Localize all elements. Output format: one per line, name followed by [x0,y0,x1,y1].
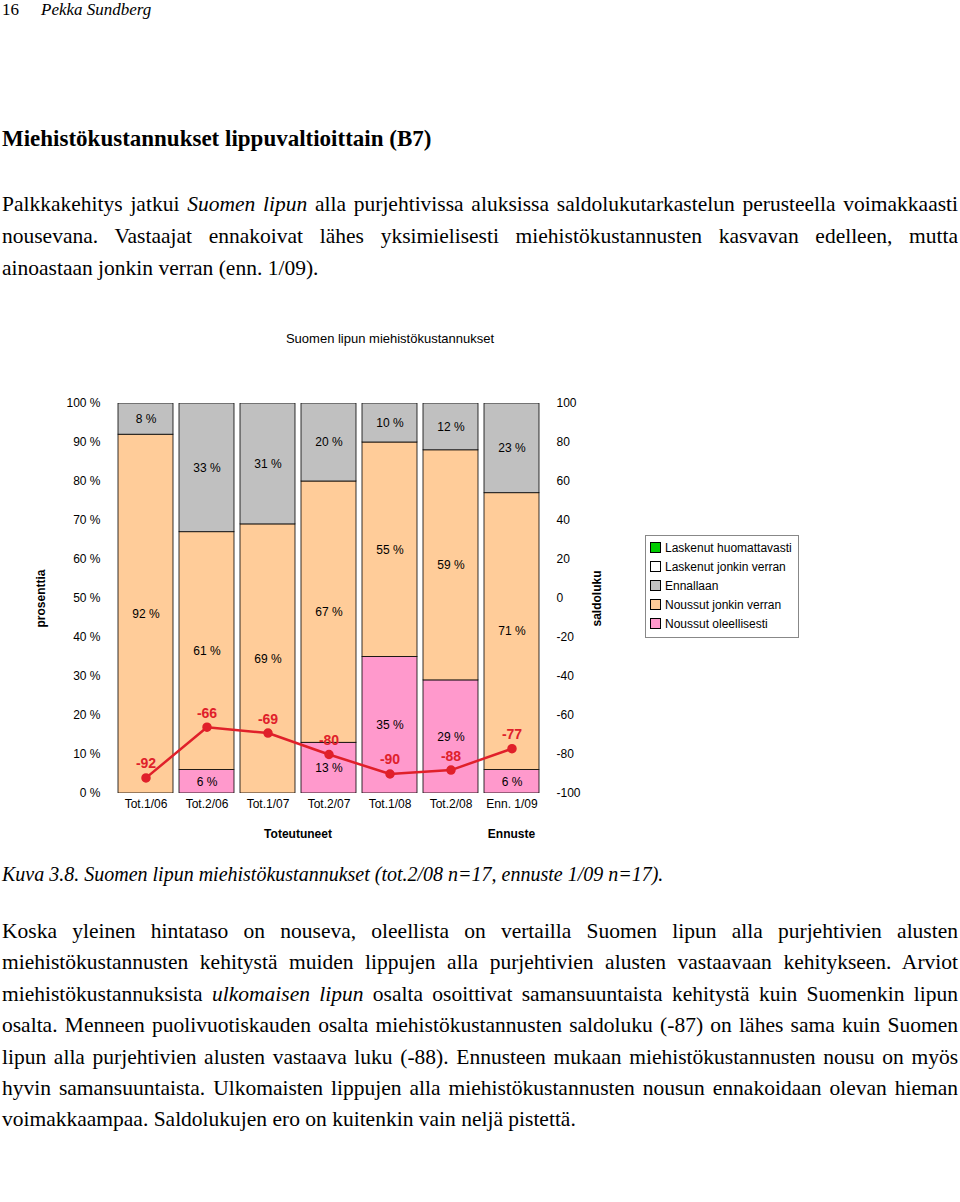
svg-text:40: 40 [557,513,571,527]
svg-text:100 %: 100 % [66,396,100,410]
html-text:Koska yleinen hintataso on nou: Koska yleinen hintataso on nouseva, olee… [2,919,958,1132]
html-text:16: 16 [2,0,19,19]
svg-text:59 %: 59 % [437,558,465,572]
svg-text:-20: -20 [557,630,575,644]
svg-text:-88: -88 [441,748,461,764]
svg-text:80 %: 80 % [73,474,101,488]
html-text:Laskenut jonkin verran: Laskenut jonkin verran [665,560,786,574]
svg-text:67 %: 67 % [315,605,343,619]
svg-text:-69: -69 [258,711,278,727]
svg-text:60: 60 [557,474,571,488]
svg-text:0 %: 0 % [80,786,101,800]
svg-text:Enn. 1/09: Enn. 1/09 [486,797,538,811]
svg-text:-100: -100 [557,786,581,800]
html-text:Noussut jonkin verran: Noussut jonkin verran [665,598,782,612]
svg-text:92 %: 92 % [132,607,160,621]
svg-text:13 %: 13 % [315,761,343,775]
svg-text:20 %: 20 % [73,708,101,722]
svg-text:80: 80 [557,435,571,449]
svg-text:69 %: 69 % [254,652,282,666]
html-text:Suomen lipun miehistökustannuk: Suomen lipun miehistökustannukset [285,331,495,346]
svg-text:70 %: 70 % [73,513,101,527]
svg-text:prosenttia: prosenttia [34,569,48,627]
svg-text:90 %: 90 % [73,435,101,449]
html-text:Palkkakehitys jatkui Suomen li: Palkkakehitys jatkui Suomen lipun alla p… [2,192,958,280]
svg-text:6 %: 6 % [502,775,523,789]
html-text:Toteutuneet: Toteutuneet [264,827,332,841]
svg-text:40 %: 40 % [73,630,101,644]
svg-text:-40: -40 [557,669,575,683]
svg-text:-77: -77 [502,726,522,742]
svg-text:33 %: 33 % [193,461,221,475]
svg-text:Tot.1/08: Tot.1/08 [369,797,412,811]
html-text:Ennallaan: Ennallaan [665,579,719,593]
html-text:Noussut oleellisesti: Noussut oleellisesti [665,617,768,631]
svg-text:30 %: 30 % [73,669,101,683]
svg-text:-92: -92 [136,755,156,771]
html-text:Pekka Sundberg: Pekka Sundberg [41,0,152,19]
html-text:Ennuste: Ennuste [487,827,536,841]
svg-text:20 %: 20 % [315,435,343,449]
svg-text:Tot.2/08: Tot.2/08 [430,797,473,811]
svg-text:8 %: 8 % [136,412,157,426]
svg-text:-90: -90 [380,751,400,767]
svg-text:0: 0 [557,591,564,605]
svg-text:saldoluku: saldoluku [590,570,604,626]
svg-text:20: 20 [557,552,571,566]
svg-text:29 %: 29 % [437,730,465,744]
svg-text:61 %: 61 % [193,644,221,658]
svg-text:50 %: 50 % [73,591,101,605]
html-text:Laskenut huomattavasti: Laskenut huomattavasti [665,541,792,555]
svg-text:10 %: 10 % [376,416,404,430]
svg-text:Tot.1/06: Tot.1/06 [125,797,168,811]
svg-text:-66: -66 [197,705,217,721]
svg-text:100: 100 [557,396,577,410]
svg-text:-80: -80 [319,732,339,748]
svg-text:31 %: 31 % [254,457,282,471]
html-text:Miehistökustannukset lippuvalt: Miehistökustannukset lippuvaltioittain (… [2,126,432,151]
svg-text:Tot.2/06: Tot.2/06 [186,797,229,811]
svg-text:35 %: 35 % [376,718,404,732]
svg-text:-60: -60 [557,708,575,722]
svg-text:10 %: 10 % [73,747,101,761]
svg-text:-80: -80 [557,747,575,761]
svg-text:6 %: 6 % [197,775,218,789]
svg-text:Tot.2/07: Tot.2/07 [308,797,351,811]
svg-text:60 %: 60 % [73,552,101,566]
svg-text:23 %: 23 % [498,441,526,455]
svg-text:12 %: 12 % [437,420,465,434]
svg-text:55 %: 55 % [376,543,404,557]
svg-text:71 %: 71 % [498,624,526,638]
html-text:Kuva 3.8. Suomen lipun miehist: Kuva 3.8. Suomen lipun miehistökustannuk… [2,863,664,885]
svg-text:Tot.1/07: Tot.1/07 [247,797,290,811]
